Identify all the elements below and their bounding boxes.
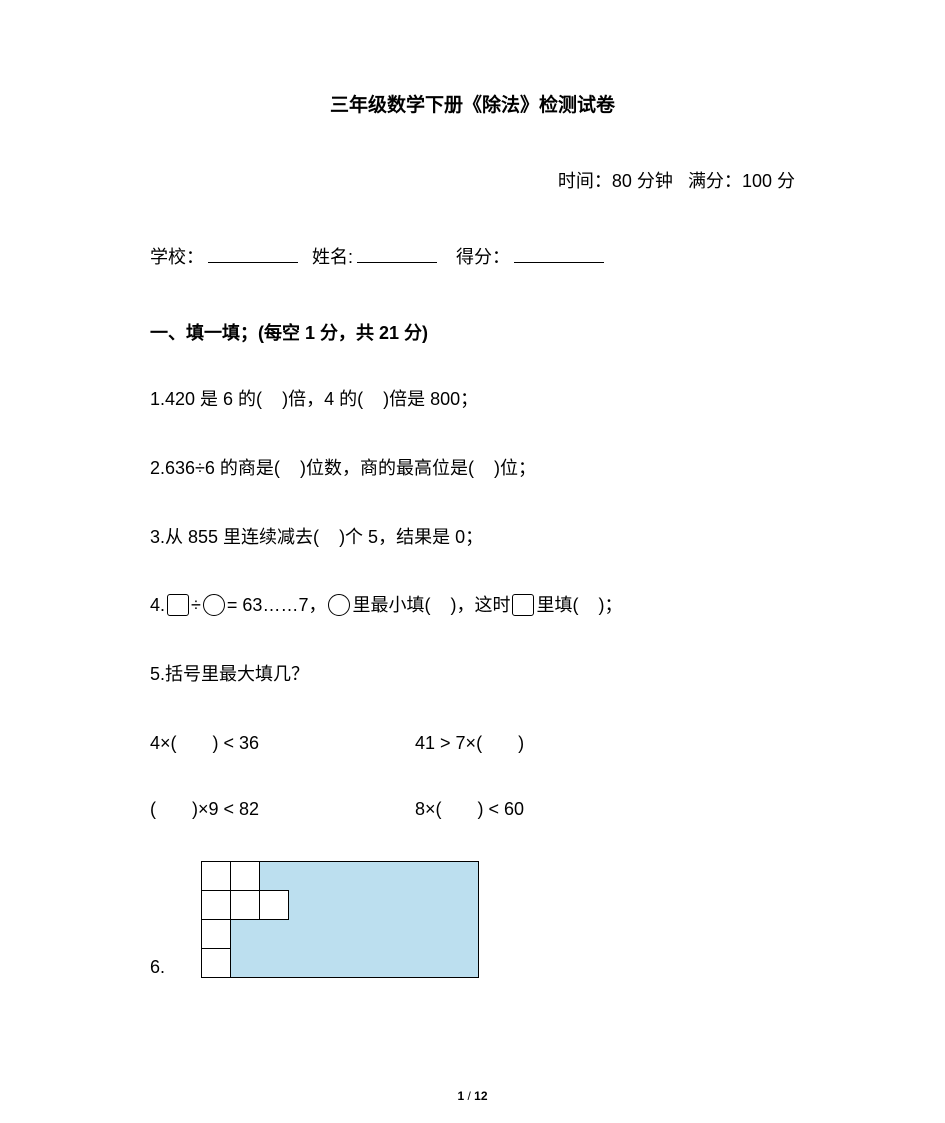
page-sep: / <box>464 1089 474 1103</box>
page-total: 12 <box>474 1089 487 1103</box>
square-icon <box>512 594 534 616</box>
q1-p1: 1.420 是 6 的( <box>150 389 262 409</box>
time-value: 80 <box>612 171 632 191</box>
q5-r1a: 4×( ) < 36 <box>150 729 410 755</box>
q6-figure <box>171 861 479 978</box>
q3-p2: )个 5，结果是 0； <box>339 527 483 547</box>
q4-p2: ÷ <box>191 595 201 615</box>
q2-p2: )位数，商的最高位是( <box>300 458 474 478</box>
q1-p3: )倍是 800； <box>383 389 478 409</box>
school-label: 学校： <box>150 247 204 267</box>
full-value: 100 <box>742 171 772 191</box>
question-4: 4. ÷ = 63……7， 里最小填( )，这时 里填( )； <box>150 591 795 620</box>
question-5-row1: 4×( ) < 36 41 > 7×( ) <box>150 729 795 755</box>
score-blank[interactable] <box>514 243 604 263</box>
q4-p1: 4. <box>150 595 165 615</box>
section-1-heading: 一、填一填；(每空 1 分，共 21 分) <box>150 319 795 345</box>
q4-p5: )，这时 <box>450 595 510 615</box>
exam-title: 三年级数学下册《除法》检测试卷 <box>150 90 795 117</box>
page: 三年级数学下册《除法》检测试卷 时间：80 分钟 满分：100 分 学校： 姓名… <box>0 0 945 1123</box>
question-5-prompt: 5.括号里最大填几？ <box>150 660 795 689</box>
q4-p4: 里最小填( <box>352 595 430 615</box>
time-unit: 分钟 <box>637 171 673 191</box>
circle-icon <box>328 594 350 616</box>
header-info: 时间：80 分钟 满分：100 分 <box>150 167 795 193</box>
q2-p3: )位； <box>494 458 536 478</box>
q2-p1: 2.636÷6 的商是( <box>150 458 280 478</box>
q5-r1b: 41 > 7×( ) <box>415 729 675 755</box>
time-label: 时间： <box>558 171 612 191</box>
q5-r2a: ( )×9 < 82 <box>150 795 410 821</box>
q4-p7: )； <box>598 595 622 615</box>
q4-p3: = 63……7， <box>227 595 327 615</box>
question-2: 2.636÷6 的商是( )位数，商的最高位是( )位； <box>150 454 795 483</box>
q5-r2b: 8×( ) < 60 <box>415 795 675 821</box>
question-1: 1.420 是 6 的( )倍，4 的( )倍是 800； <box>150 385 795 414</box>
name-blank[interactable] <box>357 243 437 263</box>
full-label: 满分： <box>688 171 742 191</box>
square-icon <box>167 594 189 616</box>
q4-p6: 里填( <box>536 595 578 615</box>
q1-p2: )倍，4 的( <box>282 389 363 409</box>
question-3: 3.从 855 里连续减去( )个 5，结果是 0； <box>150 523 795 552</box>
name-label: 姓名: <box>312 247 353 267</box>
school-blank[interactable] <box>208 243 298 263</box>
school-line: 学校： 姓名: 得分： <box>150 243 795 269</box>
circle-icon <box>203 594 225 616</box>
score-label: 得分： <box>456 247 510 267</box>
q6-svg <box>171 861 479 978</box>
q6-label: 6. <box>150 957 165 978</box>
full-unit: 分 <box>777 171 795 191</box>
question-6: 6. <box>150 861 795 978</box>
question-5-row2: ( )×9 < 82 8×( ) < 60 <box>150 795 795 821</box>
page-footer: 1 / 12 <box>0 1089 945 1103</box>
q3-p1: 3.从 855 里连续减去( <box>150 527 319 547</box>
